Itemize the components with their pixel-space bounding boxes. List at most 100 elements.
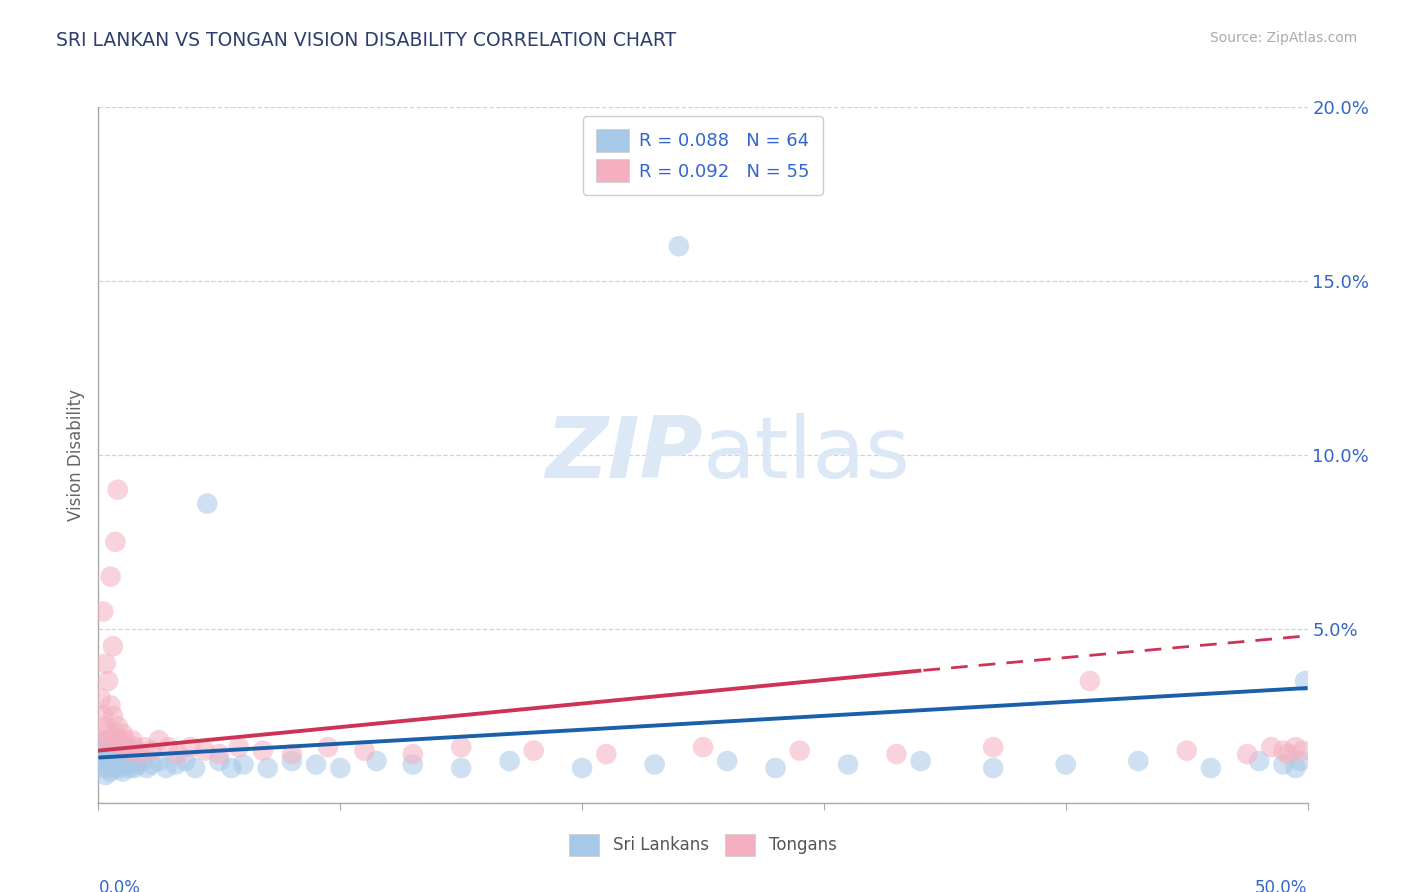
Point [305,757,328,772]
Point [118,744,141,758]
Point [101,708,124,723]
Point [104,754,127,768]
Point [100,740,122,755]
Point [837,757,859,772]
Point [1284,761,1306,775]
Text: 0.0%: 0.0% [98,880,141,892]
Point [148,754,170,768]
Point [107,719,129,733]
Point [1054,757,1077,772]
Point [1294,674,1316,689]
Point [1272,757,1295,772]
Point [981,740,1004,755]
Point [94,733,117,747]
Point [135,761,157,775]
Point [765,761,787,775]
Point [121,733,143,747]
Point [329,761,352,775]
Point [402,747,425,761]
Point [1277,747,1299,761]
Point [100,764,122,779]
Point [1292,744,1315,758]
Point [281,754,304,768]
Point [571,761,593,775]
Point [111,726,134,740]
Point [94,719,117,733]
Point [101,757,124,772]
Point [1078,674,1101,689]
Point [316,740,339,755]
Point [94,768,117,782]
Point [179,740,201,755]
Point [114,757,136,772]
Point [94,754,117,768]
Point [127,757,149,772]
Point [208,747,231,761]
Point [1128,754,1150,768]
Point [124,740,146,755]
Point [100,754,122,768]
Text: ZIP: ZIP [546,413,703,497]
Point [94,657,117,671]
Point [692,740,714,755]
Point [981,761,1004,775]
Point [107,483,129,497]
Point [595,747,617,761]
Point [101,639,124,653]
Point [256,761,278,775]
Point [232,757,254,772]
Point [117,750,139,764]
Point [108,733,131,747]
Point [157,740,180,755]
Point [208,754,231,768]
Point [94,733,117,747]
Point [107,750,129,764]
Text: Source: ZipAtlas.com: Source: ZipAtlas.com [1209,31,1357,45]
Point [228,740,250,755]
Point [886,747,908,761]
Point [91,605,114,619]
Point [100,733,122,747]
Y-axis label: Vision Disability: Vision Disability [67,389,86,521]
Point [353,744,375,758]
Point [111,740,134,755]
Point [141,744,163,758]
Point [97,674,120,689]
Point [1260,740,1282,755]
Point [121,754,143,768]
Point [498,754,520,768]
Point [118,761,141,775]
Point [194,744,217,758]
Point [1249,754,1271,768]
Point [128,747,150,761]
Point [104,761,127,775]
Point [90,691,112,706]
Point [167,747,190,761]
Point [124,761,146,775]
Point [111,754,134,768]
Point [910,754,932,768]
Point [668,239,690,253]
Point [252,744,274,758]
Point [523,744,546,758]
Point [97,747,120,761]
Point [107,757,129,772]
Point [90,754,112,768]
Text: atlas: atlas [703,413,911,497]
Point [1289,754,1312,768]
Point [97,740,120,755]
Point [108,761,131,775]
Point [100,570,122,584]
Point [114,733,136,747]
Point [155,761,177,775]
Point [104,534,127,549]
Point [165,757,187,772]
Point [221,761,243,775]
Point [716,754,738,768]
Point [1236,747,1258,761]
Point [111,764,134,779]
Point [184,761,207,775]
Point [91,744,114,758]
Point [91,708,114,723]
Text: 50.0%: 50.0% [1256,880,1308,892]
